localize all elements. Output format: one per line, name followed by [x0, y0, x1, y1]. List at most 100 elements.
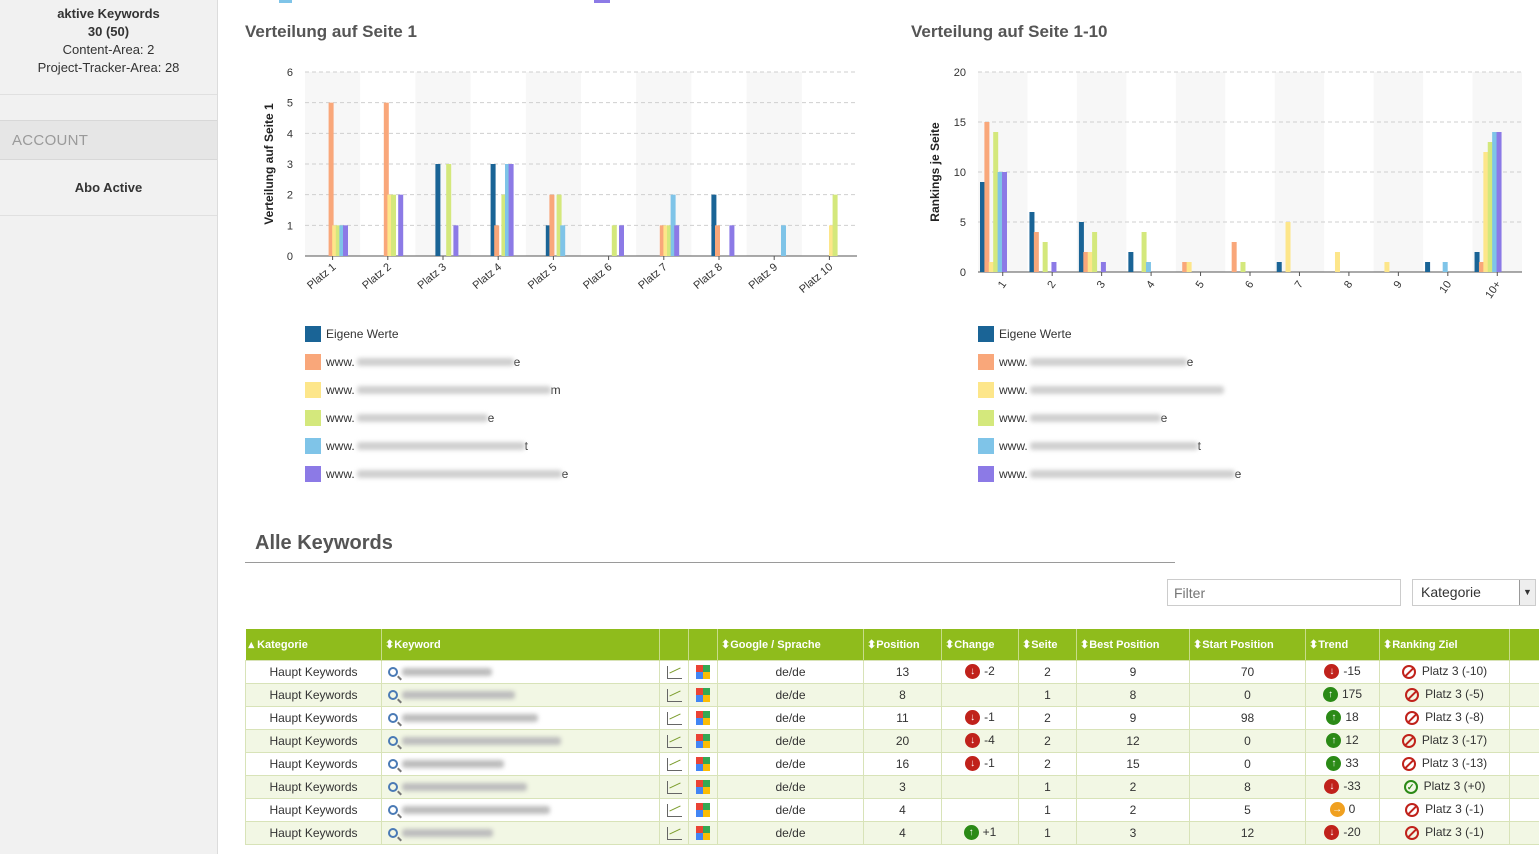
search-icon[interactable] [388, 782, 398, 793]
bar[interactable] [1182, 262, 1188, 272]
bar[interactable] [545, 225, 551, 256]
bar[interactable] [1285, 222, 1291, 272]
bar[interactable] [501, 194, 507, 256]
cell-chart[interactable] [659, 820, 689, 845]
bar[interactable] [1128, 252, 1134, 272]
cell-google[interactable] [688, 728, 718, 753]
bar[interactable] [1240, 262, 1246, 272]
bar[interactable] [667, 225, 672, 256]
bar[interactable] [1029, 212, 1035, 272]
bar[interactable] [1051, 262, 1057, 272]
bar[interactable] [1487, 142, 1493, 272]
column-header[interactable]: ⬍Keyword [381, 629, 660, 660]
bar[interactable] [560, 225, 566, 256]
bar[interactable] [993, 132, 999, 272]
legend-item[interactable]: www. e [978, 460, 1241, 488]
bar[interactable] [670, 194, 676, 256]
bar[interactable] [997, 172, 1003, 272]
google-icon[interactable] [696, 825, 710, 840]
chart-icon[interactable] [666, 826, 682, 840]
bar[interactable] [674, 225, 680, 256]
column-header[interactable]: ⬍Change [941, 629, 1019, 660]
bar[interactable] [1478, 262, 1484, 272]
table-row[interactable]: Haupt Keywords de/de 3 1 2 8 ↓ -33 ✓ Platz 3 (+0) [245, 774, 1539, 799]
bar[interactable] [659, 225, 665, 256]
cell-chart[interactable] [659, 705, 689, 730]
legend-item[interactable]: www. e [978, 404, 1241, 432]
search-icon[interactable] [388, 736, 398, 747]
bar[interactable] [663, 225, 669, 256]
google-icon[interactable] [696, 733, 710, 748]
search-icon[interactable] [388, 713, 398, 724]
table-row[interactable]: Haupt Keywords de/de 8 1 8 0 ↑ 175 Platz 3 (-5) [245, 682, 1539, 707]
cell-google[interactable] [688, 682, 718, 707]
bar[interactable] [494, 225, 500, 256]
cell-keyword[interactable] [381, 751, 660, 776]
search-icon[interactable] [388, 759, 398, 770]
column-header[interactable]: ⬍Google / Sprache [717, 629, 864, 660]
cell-keyword[interactable] [381, 797, 660, 822]
search-icon[interactable] [388, 667, 398, 678]
bar[interactable] [505, 164, 510, 256]
bar[interactable] [446, 164, 452, 256]
legend-item[interactable]: www. e [305, 348, 568, 376]
table-row[interactable]: Haupt Keywords de/de 4 1 2 5 → 0 Platz 3 (-1) [245, 797, 1539, 822]
legend-item[interactable]: Eigene Werte [978, 320, 1241, 348]
bar[interactable] [1002, 172, 1007, 272]
bar[interactable] [556, 194, 562, 256]
bar[interactable] [1334, 252, 1340, 272]
bar[interactable] [1442, 262, 1448, 272]
cell-keyword[interactable] [381, 659, 660, 684]
cell-google[interactable] [688, 751, 718, 776]
bar[interactable] [1145, 262, 1151, 272]
bar[interactable] [398, 194, 404, 256]
legend-item[interactable]: Eigene Werte [305, 320, 568, 348]
table-row[interactable]: Haupt Keywords de/de 16 ↓ -1 2 15 0 ↑ 33 Platz 3 (… [245, 751, 1539, 776]
abo-status[interactable]: Abo Active [0, 160, 217, 216]
column-header[interactable] [659, 629, 689, 660]
table-row[interactable]: Haupt Keywords de/de 11 ↓ -1 2 9 98 ↑ 18 Platz 3 (… [245, 705, 1539, 730]
bar[interactable] [328, 102, 334, 256]
column-header[interactable]: ⬍Ranking Ziel [1379, 629, 1510, 660]
chart-icon[interactable] [666, 757, 682, 771]
cell-keyword[interactable] [381, 820, 660, 845]
cell-google[interactable] [688, 659, 718, 684]
bar[interactable] [1042, 242, 1048, 272]
chevron-down-icon[interactable]: ▼ [1519, 580, 1535, 605]
bar[interactable] [508, 164, 514, 256]
chart-icon[interactable] [666, 803, 682, 817]
cell-google[interactable] [688, 820, 718, 845]
table-row[interactable]: Haupt Keywords de/de 4 ↑ +1 1 3 12 ↓ -20 Platz 3 (… [245, 820, 1539, 845]
bar[interactable] [781, 225, 786, 256]
bar[interactable] [988, 262, 994, 272]
bar[interactable] [332, 225, 338, 256]
filter-input[interactable] [1167, 579, 1401, 606]
cell-chart[interactable] [659, 659, 689, 684]
category-select[interactable]: Kategorie ▼ [1412, 579, 1536, 606]
bar[interactable] [1483, 152, 1489, 272]
bar[interactable] [980, 182, 985, 272]
bar[interactable] [1083, 252, 1089, 272]
bar[interactable] [1231, 242, 1237, 272]
cell-chart[interactable] [659, 728, 689, 753]
legend-item[interactable]: www. e [305, 404, 568, 432]
chart-icon[interactable] [666, 711, 682, 725]
bar[interactable] [611, 225, 617, 256]
bar[interactable] [339, 225, 345, 256]
bar[interactable] [1276, 262, 1282, 272]
cell-chart[interactable] [659, 774, 689, 799]
bar[interactable] [1474, 252, 1480, 272]
legend-item[interactable]: www. m [305, 376, 568, 404]
bar[interactable] [343, 225, 348, 256]
chart-icon[interactable] [666, 665, 682, 679]
bar[interactable] [832, 194, 838, 256]
bar[interactable] [453, 225, 459, 256]
bar[interactable] [1141, 232, 1147, 272]
legend-item[interactable]: www. t [305, 432, 568, 460]
google-icon[interactable] [696, 802, 710, 817]
bar[interactable] [1092, 232, 1098, 272]
bar[interactable] [1033, 232, 1039, 272]
google-icon[interactable] [696, 710, 710, 725]
bar[interactable] [829, 225, 834, 256]
cell-chart[interactable] [659, 751, 689, 776]
